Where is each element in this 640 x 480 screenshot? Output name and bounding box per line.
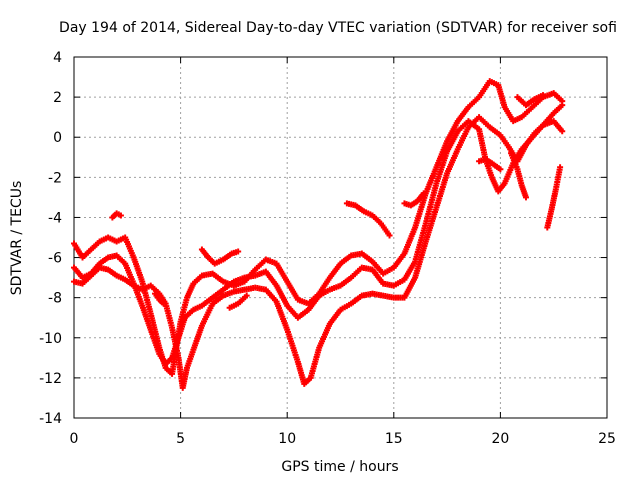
- data-series: [152, 290, 167, 307]
- data-points: [71, 78, 566, 391]
- data-series: [544, 164, 564, 231]
- y-tick-label: -10: [39, 331, 62, 347]
- y-tick-label: -2: [48, 170, 62, 186]
- x-tick-label: 20: [491, 431, 509, 447]
- data-series: [476, 156, 504, 173]
- data-series: [198, 246, 242, 267]
- data-point: [235, 248, 242, 255]
- data-series: [508, 150, 529, 201]
- data-point: [420, 190, 427, 197]
- data-point: [557, 164, 564, 171]
- y-tick-label: 0: [53, 130, 62, 146]
- data-series: [401, 190, 427, 209]
- axis-ticks: 0 5 10 15 20 25 -14 -12 -10 -8 -6 -4 -2 0 2 4: [39, 50, 616, 447]
- data-point: [540, 92, 547, 99]
- x-axis-label: GPS time / hours: [281, 459, 398, 475]
- plot-frame: [73, 56, 608, 419]
- chart-title: Day 194 of 2014, Sidereal Day-to-day VTE…: [59, 20, 617, 36]
- y-tick-label: -4: [48, 210, 62, 226]
- data-point: [117, 212, 124, 219]
- y-tick-label: -6: [48, 251, 62, 267]
- data-point: [522, 194, 529, 201]
- data-point: [386, 232, 393, 239]
- grid-lines: [74, 57, 607, 418]
- data-series: [226, 292, 250, 311]
- data-series: [71, 114, 566, 391]
- data-series: [343, 200, 393, 239]
- x-tick-label: 5: [176, 431, 185, 447]
- data-series: [514, 92, 547, 109]
- data-series: [109, 210, 124, 221]
- y-axis-label: SDTVAR / TECUs: [9, 181, 25, 296]
- data-point: [160, 300, 167, 307]
- data-point: [559, 102, 566, 109]
- y-tick-label: 2: [53, 90, 62, 106]
- x-tick-label: 0: [70, 431, 79, 447]
- x-tick-label: 25: [598, 431, 616, 447]
- x-tick-label: 10: [278, 431, 296, 447]
- x-tick-label: 15: [385, 431, 403, 447]
- data-point: [243, 292, 250, 299]
- y-tick-label: -14: [39, 411, 62, 427]
- y-tick-label: -12: [39, 371, 62, 387]
- data-point: [497, 166, 504, 173]
- y-tick-label: -8: [48, 291, 62, 307]
- data-point: [559, 128, 566, 135]
- y-tick-label: 4: [53, 50, 62, 66]
